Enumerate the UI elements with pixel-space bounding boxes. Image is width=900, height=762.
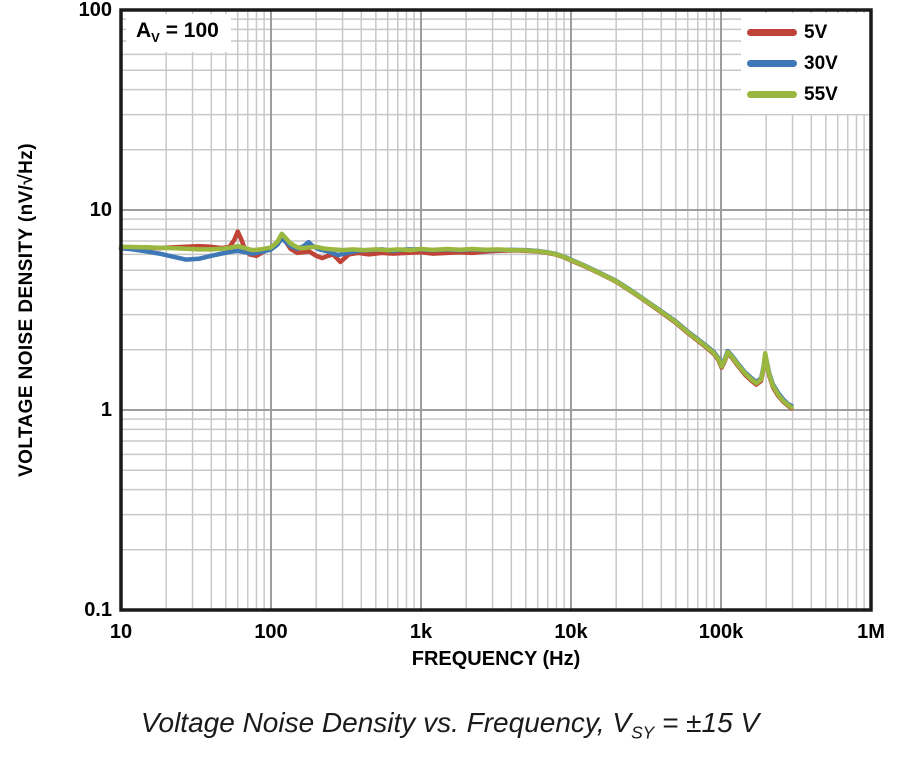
x-tick-label: 10	[109, 621, 133, 643]
x-tick-label: 1M	[857, 621, 885, 643]
y-tick-label: 100	[78, 0, 112, 21]
series-curve-55v	[118, 231, 794, 410]
legend: 5V 30V 55V	[741, 13, 869, 114]
legend-label-55v: 55V	[804, 83, 838, 105]
series-curve-5v	[118, 229, 794, 411]
figure-caption: Voltage Noise Density vs. Frequency, VSY…	[0, 707, 900, 744]
y-tick-label: 1	[100, 399, 112, 421]
gain-annotation-sub: V	[151, 30, 160, 46]
gain-annotation-rest: = 100	[159, 19, 219, 42]
caption-sub: SY	[631, 722, 655, 743]
legend-label-30v: 30V	[804, 52, 838, 74]
y-tick-label: 0.1	[84, 599, 112, 621]
plot-frame	[119, 8, 873, 612]
caption-part2: = ±15 V	[654, 707, 760, 738]
x-tick-label: 100k	[698, 621, 744, 643]
legend-row-55v: 55V	[747, 79, 869, 110]
x-tick-label: 100	[254, 621, 288, 643]
x-axis-title: FREQUENCY (Hz)	[411, 648, 581, 670]
gain-annotation: AV = 100	[126, 14, 231, 53]
x-tick-label: 1k	[409, 621, 433, 643]
series-curve-30v	[118, 236, 794, 409]
legend-label-5v: 5V	[804, 21, 828, 43]
legend-row-30v: 30V	[747, 48, 869, 79]
legend-line-icon	[747, 91, 797, 98]
legend-row-5v: 5V	[747, 17, 869, 48]
legend-line-icon	[747, 60, 797, 67]
legend-line-icon	[747, 29, 797, 36]
y-tick-label: 10	[89, 199, 112, 221]
y-axis-title: VOLTAGE NOISE DENSITY (nV/√Hz)	[16, 143, 37, 477]
x-tick-label: 10k	[554, 621, 588, 643]
gain-annotation-base: A	[136, 19, 152, 42]
caption-part1: Voltage Noise Density vs. Frequency, V	[140, 707, 632, 738]
